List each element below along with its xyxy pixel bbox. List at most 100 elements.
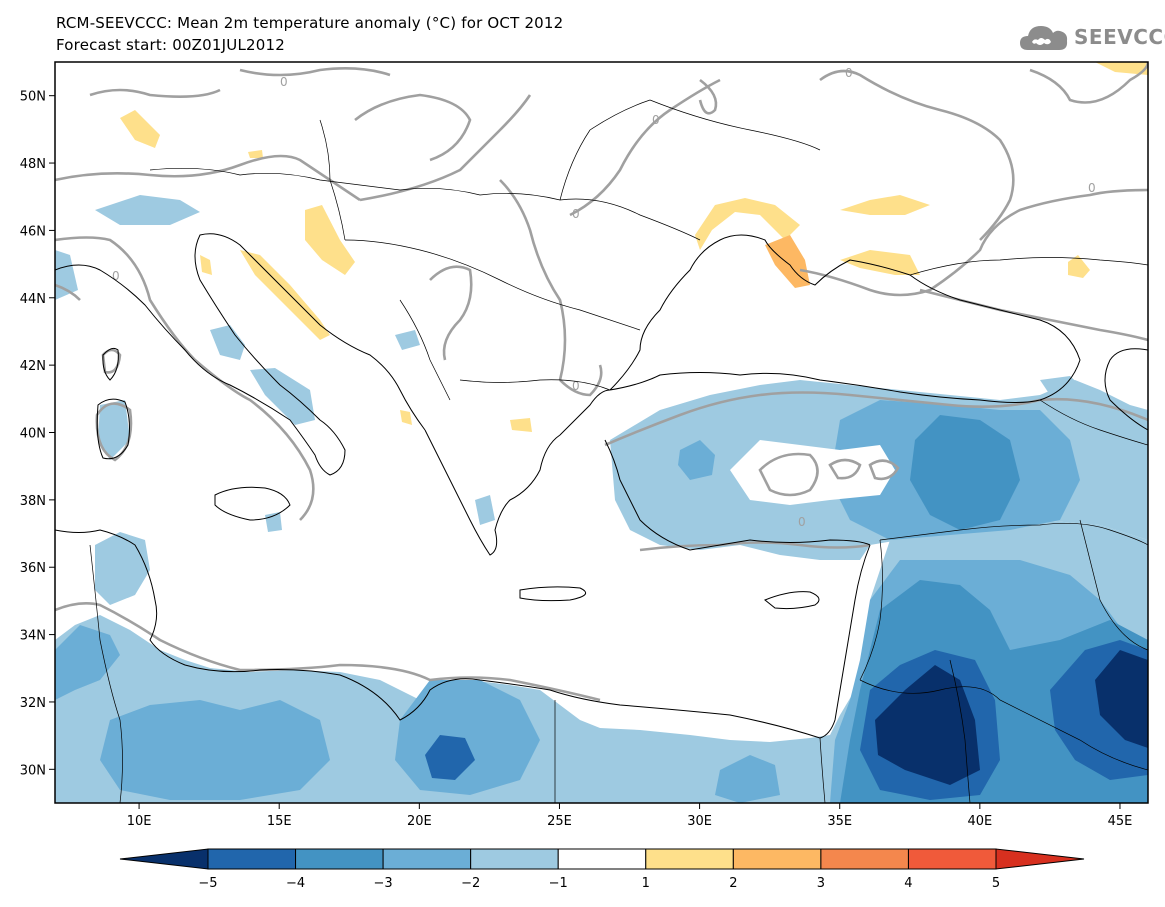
coastline-caspian (1104, 348, 1148, 431)
border-line (559, 99, 651, 201)
contour-label: 0 (798, 515, 806, 529)
colorbar-max-arrow (995, 848, 1085, 870)
colorbar-segment (557, 848, 647, 870)
anomaly-fill-calabria (265, 512, 282, 532)
border-line (344, 239, 641, 331)
border-line (459, 379, 611, 391)
border-line (649, 99, 821, 151)
colorbar-segment (820, 848, 909, 870)
colorbar-level-label: −1 (549, 876, 568, 891)
anomaly-fill-italy-2 (250, 368, 315, 425)
anomaly-warm-kuban (840, 250, 920, 275)
border-line (859, 679, 1148, 771)
anomaly-no-anomaly-center (730, 440, 895, 505)
latitude-axis: 50N 48N 46N 44N 42N 40N 38N 36N 34N 32N 30N (20, 90, 55, 778)
anomaly-fill-iraq-core (1095, 650, 1148, 748)
forecast-start-label: Forecast start: 00Z01JUL2012 (56, 36, 285, 54)
coastline-cyprus (764, 591, 820, 610)
lon-tick-label: 25E (547, 814, 572, 829)
border-line (949, 659, 971, 803)
contour-label: 0 (652, 113, 660, 127)
lat-tick-label: 36N (20, 561, 46, 576)
colorbar-segment (207, 848, 297, 870)
anomaly-fill-italy-1 (210, 325, 245, 360)
anomaly-fill-jordan-core (875, 665, 980, 785)
border-line (909, 257, 1148, 276)
map-plot-area: 0 0 0 0 0 0 0 0 (55, 62, 1148, 803)
zero-contour (239, 67, 391, 77)
colorbar-level-label: −4 (286, 876, 305, 891)
anomaly-fill-cyrenaica-core (425, 735, 475, 780)
seevccc-logo: SEEVCCC (1018, 20, 1165, 54)
country-borders (89, 99, 1148, 803)
coastline-italy (55, 233, 426, 476)
zero-contour (55, 236, 315, 521)
anomaly-fill-greece (475, 495, 495, 525)
cloud-icon (1020, 26, 1068, 50)
lon-tick-label: 30E (687, 814, 712, 829)
zero-contour (354, 93, 472, 162)
colorbar-level-label: 5 (992, 876, 1000, 891)
border-line (1039, 399, 1148, 446)
zero-contour (101, 348, 122, 374)
coastline-africa (55, 529, 821, 739)
border-line (1079, 519, 1148, 651)
zero-contour-labels: 0 0 0 0 0 0 0 0 (112, 66, 1096, 529)
zero-contour (55, 602, 601, 702)
coastline-crete (519, 586, 587, 602)
lon-tick-label: 20E (407, 814, 432, 829)
contour-label: 0 (845, 66, 853, 80)
coastline-black-sea (609, 234, 1081, 403)
anomaly-fill-balkan (395, 330, 420, 350)
zero-contour (499, 179, 567, 381)
zero-contour (868, 459, 900, 481)
border-line (859, 539, 883, 681)
zero-contour (559, 364, 603, 397)
border-line (399, 299, 451, 401)
border-line (149, 168, 481, 196)
lat-tick-label: 50N (20, 90, 46, 105)
anomaly-warm-azov (840, 195, 930, 215)
anomaly-warm-italy (200, 255, 212, 275)
coastline-greece (424, 389, 611, 556)
colorbar-level-label: −3 (374, 876, 393, 891)
colorbar: −5 −4 −3 −2 −1 1 2 3 4 5 (119, 848, 1085, 891)
colorbar-segment (382, 848, 472, 870)
colorbar-segment (645, 848, 734, 870)
anomaly-warm-swiss (120, 110, 160, 148)
coastlines (55, 233, 1148, 739)
colorbar-segment (907, 848, 997, 870)
anomaly-fill-alps (95, 195, 200, 225)
anomaly-warm-small (248, 150, 263, 158)
zero-contour (698, 78, 718, 115)
anomaly-fill-libya-1 (55, 625, 120, 700)
lat-tick-label: 46N (20, 224, 46, 239)
colorbar-level-label: −5 (198, 876, 217, 891)
lat-tick-label: 40N (20, 427, 46, 442)
coastline-corsica (102, 347, 119, 381)
contour-label: 0 (572, 207, 580, 221)
lon-tick-label: 45E (1108, 814, 1133, 829)
zero-contour (359, 94, 532, 202)
colorbar-level-label: 1 (642, 876, 650, 891)
zero-contour (1029, 62, 1148, 104)
zero-contour (55, 283, 81, 301)
anomaly-fill-tunisia (95, 532, 150, 605)
anomaly-fill-sardinia (98, 400, 130, 460)
contour-label: 0 (1088, 181, 1096, 195)
anomaly-fill-anatolia-west (678, 440, 715, 480)
map-title: RCM-SEEVCCC: Mean 2m temperature anomaly… (56, 14, 564, 32)
anomaly-warm-ne-corner (1095, 62, 1148, 75)
lon-tick-label: 35E (827, 814, 852, 829)
zero-contour (429, 265, 473, 361)
zero-contour (55, 154, 361, 202)
coastline-sicily (214, 486, 291, 521)
lat-tick-label: 34N (20, 629, 46, 644)
contour-label: 0 (280, 75, 288, 89)
anomaly-fill-libya-2 (100, 700, 330, 800)
anomaly-warm-volga (1068, 255, 1090, 278)
border-line (879, 522, 1148, 546)
anomaly-warm-hungary (305, 205, 355, 275)
lat-tick-label: 42N (20, 359, 46, 374)
